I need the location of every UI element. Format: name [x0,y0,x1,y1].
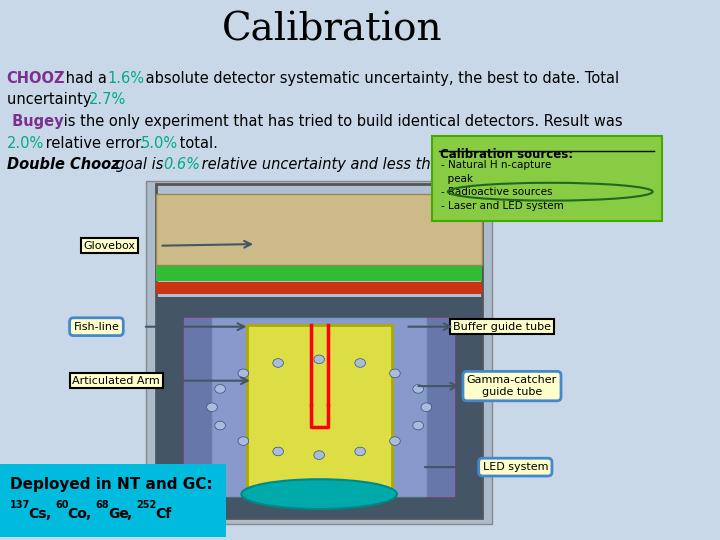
Text: Cs: Cs [29,508,48,522]
Text: 252: 252 [137,500,157,510]
Text: Cf: Cf [156,508,171,522]
FancyBboxPatch shape [0,464,226,537]
Circle shape [273,447,284,456]
Circle shape [215,384,225,393]
Text: peak: peak [441,174,473,184]
Circle shape [273,359,284,367]
FancyBboxPatch shape [156,282,482,294]
Text: Gamma-catcher
guide tube: Gamma-catcher guide tube [467,375,557,397]
FancyBboxPatch shape [146,181,492,524]
FancyBboxPatch shape [156,184,482,518]
Text: Ge: Ge [108,508,129,522]
Circle shape [413,421,423,430]
Text: Articulated Arm: Articulated Arm [73,376,161,386]
FancyBboxPatch shape [156,266,482,281]
Text: 5.0%: 5.0% [141,136,178,151]
Text: total.: total. [175,136,218,151]
FancyBboxPatch shape [246,325,392,489]
Text: total.: total. [469,157,511,172]
Text: relative uncertainty and less than: relative uncertainty and less than [197,157,454,172]
Text: 2.0%: 2.0% [6,136,44,151]
Text: Calibration: Calibration [222,11,443,48]
Text: Fish-line: Fish-line [73,322,120,332]
Text: Double Chooz: Double Chooz [6,157,120,172]
Circle shape [413,384,423,393]
Text: - Natural H n-capture: - Natural H n-capture [441,160,551,171]
Text: is the only experiment that has tried to build identical detectors. Result was: is the only experiment that has tried to… [59,114,623,129]
Text: Deployed in NT and GC:: Deployed in NT and GC: [10,477,212,492]
Text: 0.6%: 0.6% [163,157,200,172]
Circle shape [421,403,432,411]
Text: 0.6%: 0.6% [434,157,472,172]
Text: Calibration sources:: Calibration sources: [439,148,572,161]
Text: Glovebox: Glovebox [84,241,135,251]
FancyBboxPatch shape [184,318,454,496]
Text: CHOOZ: CHOOZ [6,71,65,86]
Ellipse shape [241,480,397,509]
FancyBboxPatch shape [212,318,426,496]
Circle shape [355,359,366,367]
Text: uncertainty: uncertainty [6,92,96,107]
FancyBboxPatch shape [156,194,482,265]
FancyBboxPatch shape [432,136,662,221]
Text: 1.6%: 1.6% [107,71,144,86]
Text: ,: , [46,508,56,522]
Circle shape [314,451,325,460]
Text: Bugey: Bugey [6,114,63,129]
Circle shape [355,447,366,456]
Text: - Radioactive sources: - Radioactive sources [441,187,552,198]
Text: absolute detector systematic uncertainty, the best to date. Total: absolute detector systematic uncertainty… [141,71,620,86]
Text: LED system: LED system [482,462,548,472]
Circle shape [238,437,248,445]
Circle shape [390,369,400,377]
Text: ,: , [127,508,138,522]
Text: - Laser and LED system: - Laser and LED system [441,201,564,211]
Text: had a: had a [60,71,111,86]
Text: Buffer guide tube: Buffer guide tube [453,322,551,332]
Text: 68: 68 [95,500,109,510]
Text: 2.7%: 2.7% [89,92,126,107]
FancyBboxPatch shape [156,297,482,518]
Text: 137: 137 [10,500,30,510]
Text: ,: , [86,508,96,522]
Circle shape [207,403,217,411]
Circle shape [314,355,325,363]
Text: goal is: goal is [111,157,168,172]
Circle shape [215,421,225,430]
Text: relative error.: relative error. [41,136,149,151]
Circle shape [390,437,400,445]
Text: 60: 60 [55,500,68,510]
Text: Co: Co [68,508,87,522]
Circle shape [238,369,248,377]
